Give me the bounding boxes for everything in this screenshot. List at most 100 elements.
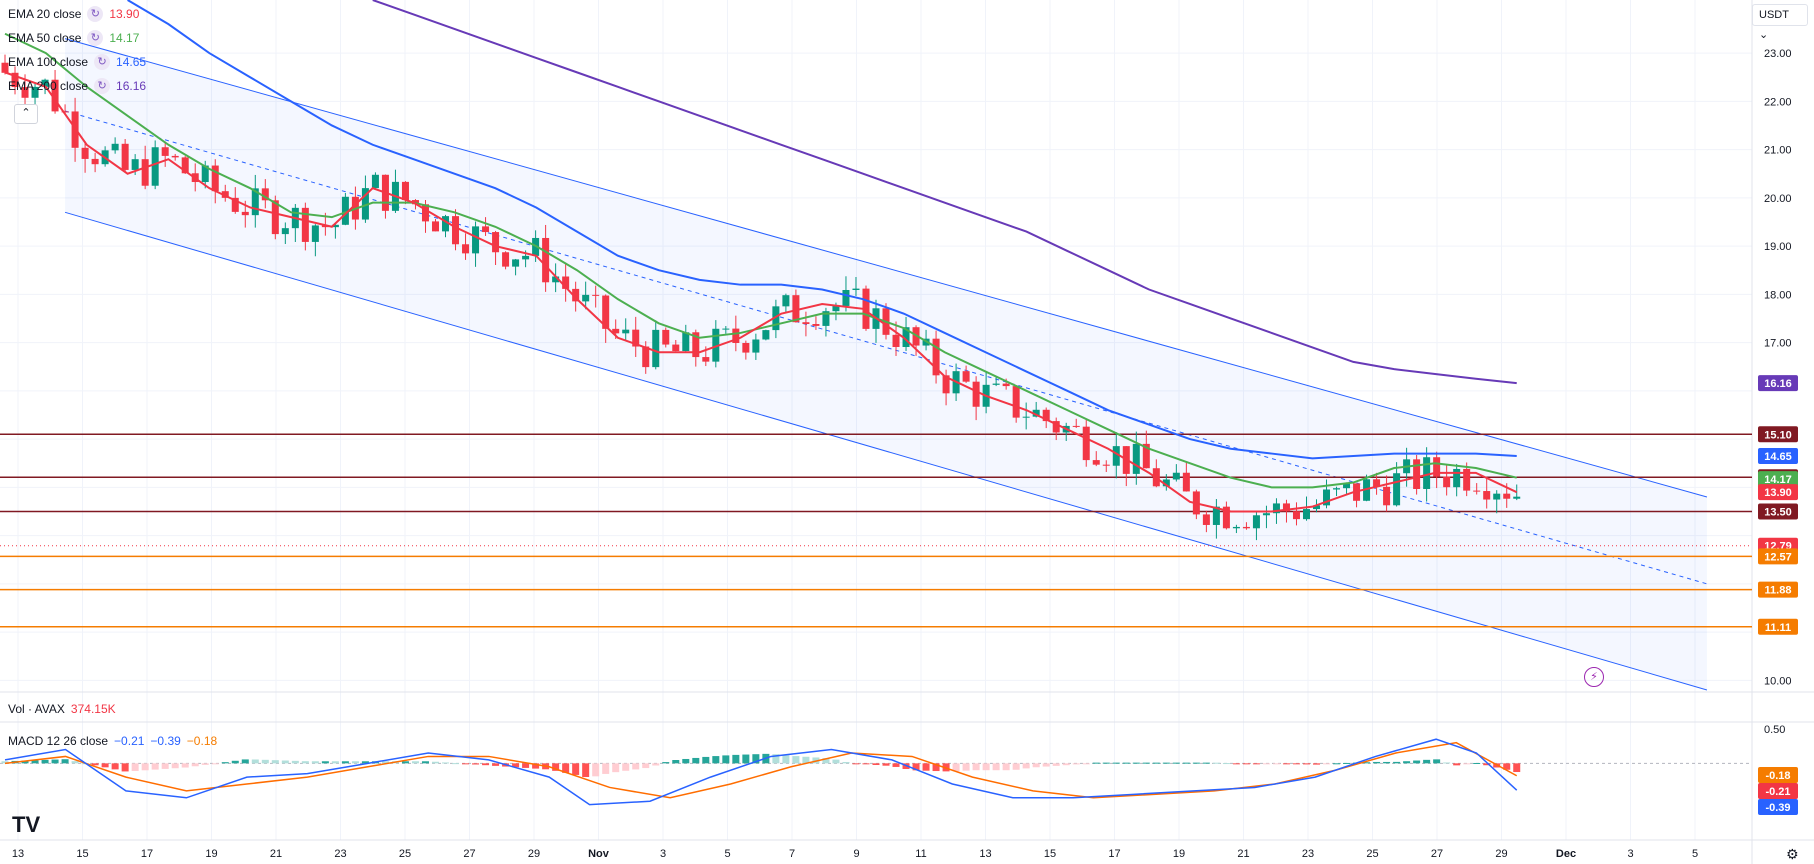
macd-histogram-bar (1232, 763, 1240, 765)
legend-collapse-button[interactable]: ⌃ (14, 104, 38, 124)
macd-histogram-bar (1202, 762, 1210, 764)
macd-histogram-bar (1002, 763, 1010, 771)
macd-histogram-bar (201, 763, 209, 765)
candle-body (1172, 472, 1180, 480)
macd-histogram-bar (802, 756, 810, 764)
macd-histogram-bar (892, 763, 900, 767)
candle-body (682, 332, 690, 352)
macd-histogram-bar (1, 761, 9, 764)
indicator-legend-row[interactable]: EMA 100 close ↻ 14.65 (8, 54, 146, 70)
macd-histogram-bar (662, 762, 670, 764)
refresh-icon[interactable]: ↻ (94, 78, 111, 94)
macd-histogram-bar (1042, 763, 1050, 767)
currency-select[interactable]: USDT ⌄ (1752, 4, 1808, 41)
indicator-value: 13.90 (109, 7, 140, 21)
macd-histogram-bar (772, 754, 780, 764)
price-badge-label: 15.10 (1764, 429, 1792, 441)
price-badge-label: 13.90 (1764, 487, 1792, 499)
gear-icon[interactable]: ⚙ (1786, 846, 1799, 862)
candle-body (1012, 386, 1020, 418)
macd-histogram-bar (191, 763, 199, 767)
candle-body (201, 165, 209, 183)
time-tick-label: 3 (660, 848, 666, 860)
price-badge (1758, 447, 1798, 464)
candle-body (472, 226, 480, 254)
macd-histogram-bar (562, 763, 570, 773)
macd-histogram-bar (1423, 759, 1431, 764)
macd-histogram-bar (732, 754, 740, 764)
macd-badge-label: -0.21 (1765, 786, 1790, 798)
candle-body (1042, 409, 1050, 422)
candle-body (1002, 383, 1010, 387)
indicator-legend-row[interactable]: EMA 20 close ↻ 13.90 (8, 6, 139, 22)
indicator-legend-row[interactable]: EMA 200 close ↻ 16.16 (8, 78, 146, 94)
time-tick-label: 27 (1431, 848, 1443, 860)
macd-histogram-bar (111, 763, 119, 770)
candle-body (1072, 425, 1080, 427)
time-tick-label: Nov (588, 848, 610, 860)
price-tick-label: 23.00 (1764, 48, 1792, 60)
time-tick-label: Dec (1556, 848, 1576, 860)
macd-histogram-bar (61, 759, 69, 764)
time-tick-label: 21 (1237, 848, 1249, 860)
refresh-icon[interactable]: ↻ (87, 30, 104, 46)
macd-histogram-bar (932, 763, 940, 772)
candle-body (361, 188, 369, 220)
macd-histogram-bar (1162, 762, 1170, 764)
channel-fill (65, 38, 1707, 691)
time-tick-label: 13 (12, 848, 24, 860)
candle-body (21, 87, 29, 98)
time-tick-label: 17 (1108, 848, 1120, 860)
tradingview-logo[interactable]: TV (12, 812, 41, 837)
candle-body (1302, 509, 1310, 520)
candle-body (281, 228, 289, 235)
macd-histogram-bar (231, 760, 239, 764)
refresh-icon[interactable]: ↻ (87, 6, 104, 22)
candle-body (1102, 464, 1110, 466)
macd-histogram-bar (1062, 763, 1070, 766)
macd-histogram-bar (1122, 762, 1130, 764)
candle-body (732, 328, 740, 343)
macd-histogram-bar (1302, 763, 1310, 765)
candle-body (462, 244, 470, 254)
macd-histogram-bar (1052, 763, 1060, 766)
indicator-legend-row[interactable]: EMA 50 close ↻ 14.17 (8, 30, 139, 46)
candle-body (892, 334, 900, 347)
macd-histogram-bar (792, 756, 800, 764)
candle-body (942, 375, 950, 394)
candle-body (792, 295, 800, 323)
macd-badge (1758, 767, 1798, 783)
candle-body (1232, 526, 1240, 529)
candle-body (1272, 503, 1280, 514)
candle-body (1333, 488, 1341, 490)
candle-body (1022, 416, 1030, 418)
time-tick-label: 23 (1302, 848, 1314, 860)
macd-histogram-bar (291, 760, 299, 764)
macd-histogram-bar (1323, 763, 1331, 765)
ema-lines (4, 0, 1518, 513)
refresh-icon[interactable]: ↻ (94, 54, 111, 70)
candle-body (1132, 443, 1140, 474)
lightning-icon[interactable]: ⚡ (1584, 667, 1604, 687)
candle-body (652, 329, 660, 368)
macd-badge (1758, 799, 1798, 815)
candle-body (592, 294, 600, 296)
macd-histogram-bar (1473, 762, 1481, 764)
ema100-line (127, 0, 1517, 460)
macd-histogram-bar (882, 763, 890, 766)
macd-histogram-bar (1222, 763, 1230, 765)
candle-body (211, 165, 219, 192)
macd-histogram-bar (712, 756, 720, 764)
macd-histogram-bar (1012, 763, 1020, 770)
candle-body (772, 306, 780, 331)
macd-histogram-bar (1413, 760, 1421, 764)
ema20-line (4, 71, 1518, 513)
candle-body (181, 157, 189, 174)
price-labels: 16.1615.1014.6514.2114.1713.9013.5012.79… (1758, 375, 1798, 635)
macd-histogram-bar (482, 763, 490, 766)
macd-pane: 0.50 -0.18 -0.21 -0.39 (0, 724, 1798, 815)
candle-body (1453, 468, 1461, 488)
macd-badge (1758, 783, 1798, 799)
